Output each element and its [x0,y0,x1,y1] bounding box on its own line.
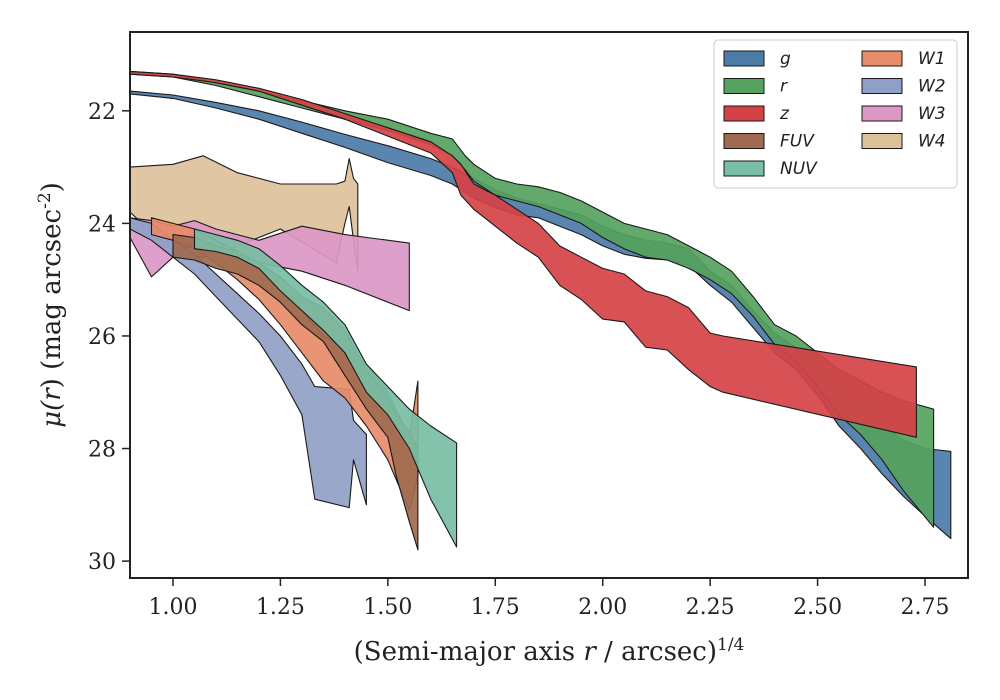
x-tick-label: 2.25 [686,595,735,620]
legend-label-w2: W2 [918,77,946,97]
area-z [130,70,917,438]
legend-swatch-w3 [861,105,903,122]
legend-label-fuv: FUV [780,132,815,152]
x-axis-ticks: 1.00 1.25 1.50 1.75 2.00 2.25 2.50 2.75 [148,578,950,620]
x-tick-label: 1.75 [471,595,520,620]
y-tick-label: 22 [88,100,116,125]
x-tick-label: 2.75 [901,595,950,620]
x-axis-label: (Semi-major axis r / arcsec)1/4 [354,635,745,667]
legend-label-r: r [780,77,788,97]
legend-swatch-g [723,50,765,67]
legend: grz FUV NUV W1 W2 W3 W4 [713,39,958,189]
area-r [130,70,935,528]
area-w2 [130,217,367,509]
y-axis-ticks: 22 24 26 28 30 [88,100,130,575]
legend-box [713,39,958,189]
legend-swatch-r [723,78,765,94]
series-areas [130,70,952,551]
x-tick-label: 1.25 [256,595,305,620]
legend-swatch-w2 [861,78,903,94]
legend-label-nuv: NUV [780,159,818,179]
plot-frame [129,31,969,579]
legend-swatch-nuv [723,160,765,177]
y-tick-label: 24 [88,212,116,237]
x-tick-label: 1.50 [363,595,412,620]
legend-label-w1: W1 [918,49,946,69]
legend-label-w3: W3 [918,104,946,124]
legend-label-w4: W4 [918,132,946,152]
y-axis-label: μ(r) (mag arcsec-2) [35,182,67,428]
legend-swatch-fuv [723,133,765,149]
y-tick-label: 26 [88,325,116,350]
legend-swatch-z [723,105,765,122]
x-tick-label: 1.00 [148,595,197,620]
x-tick-label: 2.00 [578,595,627,620]
legend-label-z: z [779,104,790,124]
y-tick-label: 28 [88,438,116,463]
legend-swatch-w1 [861,50,903,67]
y-tick-label: 30 [88,550,116,575]
area-nuv [193,228,458,548]
x-tick-label: 2.50 [793,595,842,620]
legend-label-g: g [780,49,791,69]
legend-swatch-w4 [861,133,903,149]
